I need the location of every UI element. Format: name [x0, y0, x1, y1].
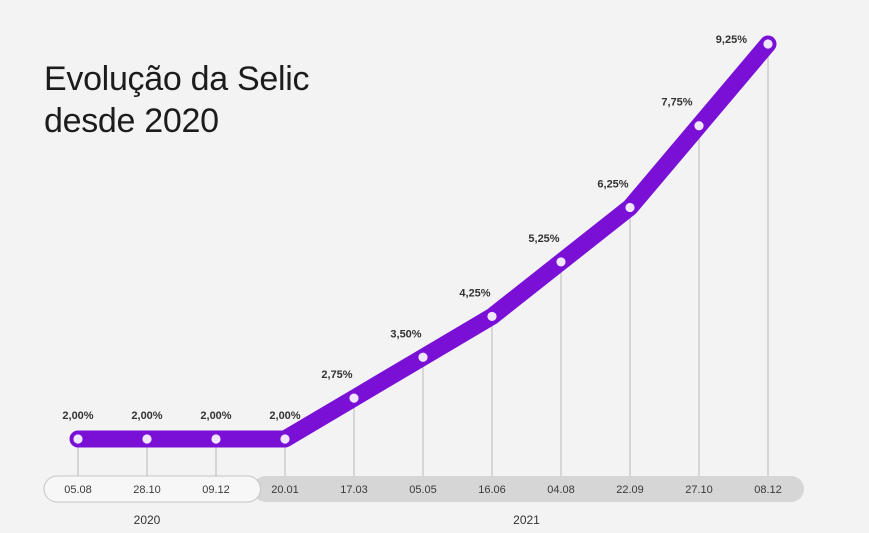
x-tick-labels: 05.08 28.10 09.12 20.01 17.03 05.05 16.06 04.08…: [64, 484, 782, 496]
data-label: 4,25%: [459, 287, 490, 299]
chart-title: Evolução da Selic desde 2020: [44, 58, 309, 142]
data-markers: [73, 39, 773, 444]
axis-band-2021: [253, 476, 804, 502]
guide-lines: [77, 44, 769, 476]
data-label: 5,25%: [528, 233, 559, 245]
x-tick-label: 08.12: [754, 484, 782, 496]
x-tick-label: 05.08: [64, 484, 92, 496]
data-point: [280, 434, 290, 444]
x-tick-label: 20.01: [271, 484, 299, 496]
x-tick-label: 04.08: [547, 484, 575, 496]
data-point: [73, 434, 83, 444]
data-point: [625, 202, 635, 213]
x-tick-label: 17.03: [340, 484, 368, 496]
data-labels: 2,00% 2,00% 2,00% 2,00% 2,75% 3,50% 4,25% 5,25%…: [62, 34, 747, 422]
data-label: 2,00%: [269, 410, 300, 422]
x-axis-bands: [43, 475, 804, 503]
x-tick-label: 16.06: [478, 484, 506, 496]
data-label: 9,25%: [716, 34, 747, 46]
data-point: [349, 393, 359, 403]
data-point: [694, 121, 704, 131]
data-label: 2,00%: [131, 410, 162, 422]
data-point: [142, 434, 152, 444]
data-label: 2,75%: [321, 369, 352, 381]
data-label: 2,00%: [200, 410, 231, 422]
year-label: 2020: [134, 513, 161, 527]
title-line-2: desde 2020: [44, 102, 219, 140]
x-tick-label: 05.05: [409, 484, 437, 496]
data-label: 7,75%: [661, 97, 692, 109]
title-line-1: Evolução da Selic: [44, 60, 310, 98]
x-tick-label: 28.10: [133, 484, 161, 496]
data-point: [418, 352, 428, 362]
data-point: [556, 257, 566, 267]
data-point: [211, 434, 221, 444]
year-labels: 2020 2021: [134, 513, 541, 527]
data-point: [763, 39, 773, 49]
data-label: 6,25%: [597, 178, 628, 190]
data-point: [487, 311, 497, 322]
axis-band-2020: [43, 475, 261, 503]
x-tick-label: 27.10: [685, 484, 713, 496]
data-label: 3,50%: [390, 328, 421, 340]
x-tick-label: 22.09: [616, 484, 644, 496]
year-label: 2021: [513, 513, 540, 527]
x-tick-label: 09.12: [202, 484, 230, 496]
data-label: 2,00%: [62, 410, 93, 422]
